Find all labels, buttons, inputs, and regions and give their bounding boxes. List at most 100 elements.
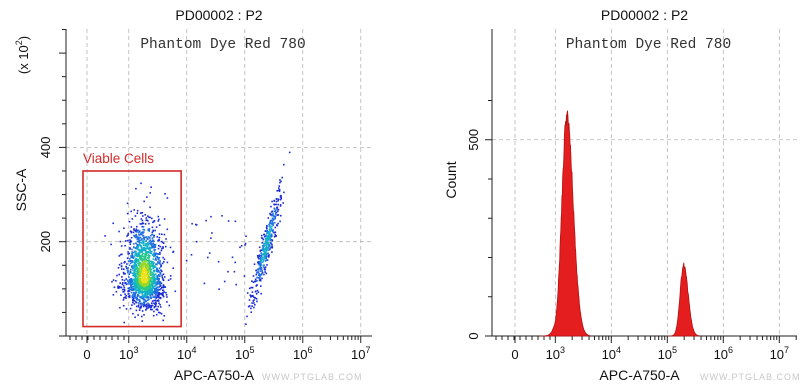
viable-cell-event [161,274,163,277]
dead-cell-event [272,212,274,215]
viable-cell-event [160,287,162,290]
viable-cell-event [123,321,125,324]
viable-cell-event [157,293,160,295]
viable-cell-event [142,237,145,239]
background-event [210,237,212,239]
dead-cell-event [271,243,273,246]
dead-cell-event [266,225,268,227]
dead-cell-event [258,277,260,279]
viable-cell-event [157,292,159,294]
dead-cell-event [260,255,263,257]
viable-cell-event [145,239,147,242]
viable-cell-event [138,292,141,294]
background-event [205,219,207,222]
viable-cell-event [134,274,137,276]
dead-cell-event [265,243,268,246]
viable-cell-event [128,252,131,255]
viable-cell-event [156,276,159,278]
viable-cell-event [137,305,140,308]
dead-cell-event [259,270,262,272]
viable-cell-event [147,275,150,277]
viable-cell-event [151,217,153,220]
dead-cell-event [263,253,266,256]
viable-cell-event [140,245,142,247]
dead-cell-event [251,291,254,293]
viable-cell-event [135,289,138,291]
viable-cell-event [135,187,137,190]
viable-cell-event [142,297,145,300]
viable-cell-event [118,230,120,233]
viable-cell-event [151,247,153,249]
dead-cell-event [265,259,268,261]
viable-cell-event [154,273,157,275]
dead-cell-event [265,272,268,275]
dead-cell-event [262,245,264,248]
dead-cell-event [266,237,268,239]
dead-cell-event [254,297,256,299]
dead-cell-event [258,255,261,258]
viable-cell-event [157,300,160,302]
y-ticks: 0 500 [466,100,492,340]
viable-cell-event [149,264,151,267]
viable-cell-event [138,299,141,301]
dead-cell-event [259,249,262,252]
viable-cell-event [134,276,137,279]
viable-cell-event [153,253,155,256]
x-ticks: 0 103 104 105 106 107 [495,336,797,362]
viable-cell-event [138,253,141,255]
viable-cell-event [141,289,143,291]
viable-cell-event [145,251,147,254]
dead-cell-event [260,262,262,265]
viable-cell-event [131,296,134,299]
viable-cell-event [161,294,164,296]
viable-cell-event [127,270,130,273]
background-event [195,224,198,226]
viable-cell-event [128,296,131,298]
viable-cell-event [159,245,162,248]
dead-cell-event [264,257,266,259]
dead-cell-event [265,226,268,229]
viable-cell-event [155,302,157,305]
dead-cell-event [257,291,260,293]
viable-cell-event [153,249,156,251]
viable-cell-event [132,285,135,288]
viable-cell-event [141,263,144,266]
viable-cell-event [148,298,150,301]
viable-cell-event [143,288,145,290]
viable-cell-event [161,262,164,265]
viable-cell-event [157,239,159,242]
dead-cell-event [269,222,271,225]
x-tick-label: 103 [119,345,138,362]
viable-cell-event [129,230,132,232]
viable-cell-event [162,279,165,282]
dead-cell-event [263,233,266,236]
dead-cell-event [279,195,282,198]
viable-cell-event [169,278,172,280]
viable-cell-event [142,268,144,270]
dead-cell-event [256,276,258,279]
dead-cell-event [269,248,271,250]
viable-cell-event [135,301,138,304]
viable-cell-event [154,253,157,255]
dead-cell-event [266,230,269,232]
dead-cell-event [269,226,271,228]
viable-cell-event [150,273,152,275]
viable-cell-event [158,293,161,295]
viable-cell-event [126,235,128,237]
dead-cell-event [265,240,267,242]
viable-cell-event [130,283,133,286]
viable-cell-event [127,287,130,290]
viable-cell-event [140,233,142,236]
viable-cell-event [120,294,122,296]
viable-cell-event [152,221,154,224]
viable-cell-event [147,307,149,309]
dead-cell-event [257,256,259,259]
viable-cell-event [141,219,144,222]
viable-cell-event [149,280,151,282]
dead-cell-event [277,203,279,206]
viable-cell-event [158,267,161,269]
gridlines [66,29,372,336]
dead-cell-event [264,260,267,262]
viable-cell-event [147,302,150,305]
dead-cell-event [257,261,259,263]
